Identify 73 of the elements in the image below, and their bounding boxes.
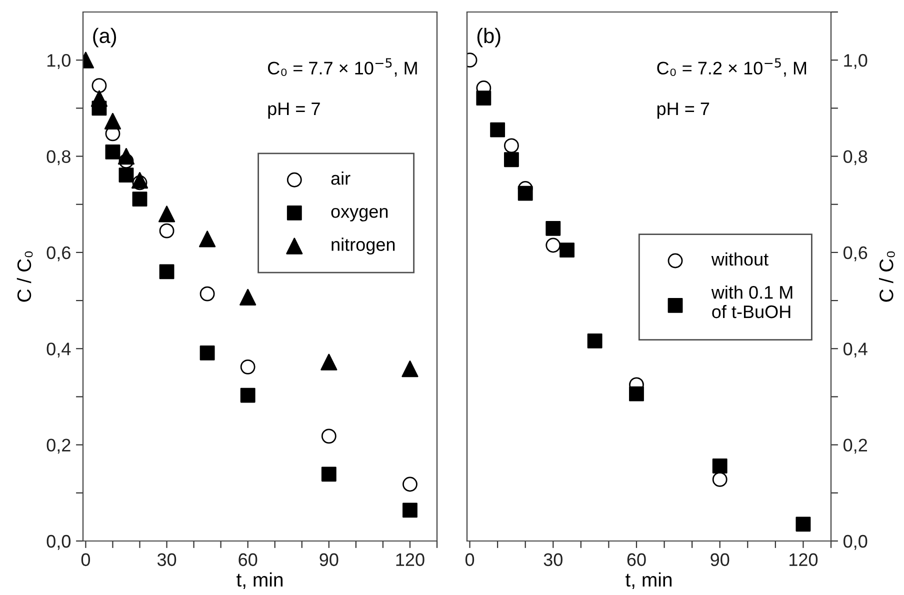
x-tick-label: 120: [396, 553, 424, 566]
point: [476, 90, 492, 106]
point: [200, 286, 215, 302]
point: [629, 386, 644, 402]
point: [587, 333, 602, 348]
legend-label: nitrogen: [332, 238, 395, 255]
annotation: (b): [477, 28, 500, 48]
point: [240, 359, 256, 374]
point: [118, 148, 135, 165]
point: [402, 502, 418, 518]
x-axis-title: t, min: [626, 572, 672, 589]
legend-label: oxygen: [331, 208, 388, 222]
y-tick-label: 0,8: [46, 150, 70, 166]
x-tick-label: 0: [81, 553, 90, 566]
point: [118, 168, 134, 182]
point: [132, 192, 148, 207]
annotation: C₀ = 7.2 × 10$^{−5}$, M: [657, 58, 806, 77]
point: [490, 122, 506, 138]
point: [402, 476, 418, 492]
x-tick-label: 90: [710, 553, 730, 566]
x-tick-label: 90: [320, 553, 338, 566]
point: [321, 428, 336, 444]
x-tick-label: 30: [544, 553, 562, 566]
point: [90, 90, 108, 107]
y-tick-label: 0,4: [46, 342, 71, 358]
legend-label: with 0.1 M of t-BuOH: [711, 285, 792, 318]
annotation: C₀ = 7.7 × 10$^{−5}$, M: [268, 58, 417, 77]
point: [105, 144, 120, 160]
point: [504, 152, 519, 168]
point: [92, 78, 107, 94]
y-tick-label: 1,0: [47, 54, 70, 69]
annotation: (a): [93, 28, 116, 48]
x-tick-label: 60: [238, 553, 258, 566]
y2-axis-title: C / C₀: [879, 251, 895, 302]
y2-tick-label: 0,6: [844, 246, 868, 262]
x-tick-label: 30: [157, 553, 176, 566]
y2-tick-label: 0,2: [844, 438, 867, 454]
point: [104, 112, 122, 130]
point: [796, 516, 811, 532]
point: [320, 354, 338, 370]
point: [518, 186, 533, 201]
point: [131, 172, 148, 189]
x-tick-label: 120: [790, 553, 818, 566]
x-axis-title: t, min: [236, 572, 283, 589]
y2-tick-label: 0,4: [844, 342, 868, 358]
point: [546, 238, 561, 253]
y2-tick-label: 0,8: [844, 150, 868, 166]
x-tick-label: 0: [465, 553, 474, 566]
point: [199, 230, 216, 248]
point: [158, 206, 176, 222]
y2-tick-label: 1,0: [844, 54, 868, 69]
point: [504, 138, 519, 154]
point: [240, 288, 256, 306]
y-tick-label: 0,6: [46, 246, 70, 262]
point: [240, 388, 256, 403]
point: [159, 223, 174, 238]
annotation: pH = 7: [268, 102, 320, 119]
point: [560, 242, 574, 258]
point: [402, 360, 418, 378]
point: [712, 472, 728, 487]
legend-label: air: [331, 172, 350, 185]
y2-tick-label: 0,0: [844, 534, 868, 550]
point: [200, 346, 215, 360]
point: [321, 466, 336, 482]
legend-label: without: [711, 252, 768, 266]
y-axis-title: C / C₀: [16, 251, 33, 302]
annotation: pH = 7: [657, 102, 710, 119]
point: [546, 220, 561, 236]
point: [159, 264, 174, 280]
y-tick-label: 0,0: [46, 534, 70, 550]
x-tick-label: 60: [627, 553, 646, 566]
point: [712, 458, 728, 474]
y-tick-label: 0,2: [46, 438, 70, 454]
